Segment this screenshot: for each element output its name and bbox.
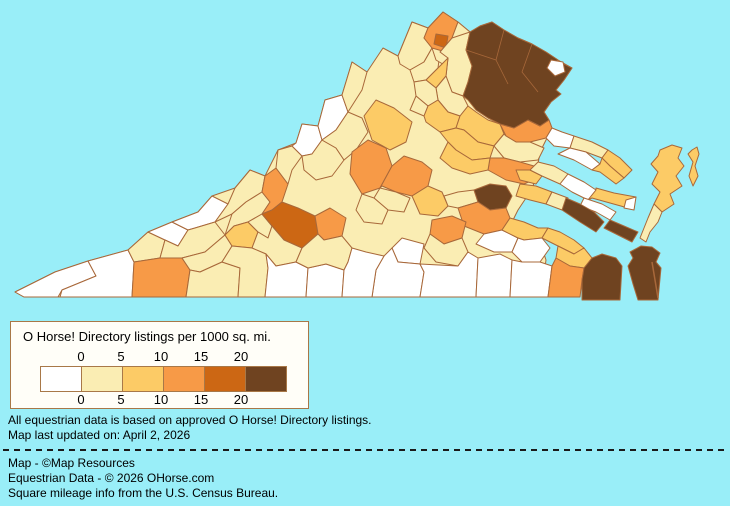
rockingham-region bbox=[363, 99, 413, 151]
legend-ticks-top: 0 5 10 15 20 bbox=[11, 349, 308, 364]
shore-sliver-region bbox=[687, 146, 700, 187]
mathews-region bbox=[623, 196, 637, 211]
bay-bridge-tunnel bbox=[651, 261, 659, 299]
dashed-divider bbox=[3, 449, 727, 451]
falls-church-region bbox=[546, 59, 566, 77]
credit-equestrian-data: Equestrian Data - © 2026 OHorse.com bbox=[8, 471, 215, 485]
legend-tick-10: 10 bbox=[153, 392, 169, 407]
note-last-updated: Map last updated on: April 2, 2026 bbox=[8, 428, 191, 442]
legend-tick-5: 5 bbox=[117, 392, 125, 407]
credit-square-mileage: Square mileage info from the U.S. Census… bbox=[8, 486, 279, 500]
northampton-region bbox=[639, 203, 663, 243]
nova-inner-border-3 bbox=[521, 43, 539, 93]
legend-ticks-bottom: 0 5 10 15 20 bbox=[11, 392, 308, 407]
northern-virginia-region bbox=[462, 21, 573, 129]
legend-swatch-level-1 bbox=[81, 366, 123, 392]
legend-color-ramp bbox=[40, 366, 287, 392]
legend-tick-15: 15 bbox=[193, 392, 209, 407]
credit-map: Map - ©Map Resources bbox=[8, 456, 135, 470]
legend-tick-20: 20 bbox=[233, 349, 249, 364]
king-george-region bbox=[545, 127, 575, 149]
legend-tick-5: 5 bbox=[117, 349, 125, 364]
goochland-region bbox=[439, 141, 491, 175]
nova-inner-border-2 bbox=[465, 49, 497, 61]
note-data-source: All equestrian data is based on approved… bbox=[8, 413, 372, 427]
legend-tick-0: 0 bbox=[77, 349, 85, 364]
legend-swatch-level-5 bbox=[245, 366, 287, 392]
pittsylvania-region bbox=[341, 247, 385, 298]
amherst-region bbox=[355, 193, 389, 225]
hampton-region bbox=[603, 219, 639, 243]
legend-tick-10: 10 bbox=[153, 349, 169, 364]
legend-swatch-level-4 bbox=[204, 366, 246, 392]
henry-region bbox=[305, 263, 345, 298]
legend-swatch-level-3 bbox=[163, 366, 205, 392]
chesapeake-region bbox=[581, 253, 623, 301]
southampton-region bbox=[509, 259, 553, 298]
legend-swatch-level-2 bbox=[122, 366, 164, 392]
legend-title: O Horse! Directory listings per 1000 sq.… bbox=[23, 329, 271, 344]
legend-tick-20: 20 bbox=[233, 392, 249, 407]
king-william-region bbox=[515, 169, 543, 185]
highland-region bbox=[341, 61, 368, 113]
lancaster-region bbox=[591, 157, 625, 185]
washington-region bbox=[131, 257, 191, 298]
legend-tick-15: 15 bbox=[193, 349, 209, 364]
legend-tick-0: 0 bbox=[77, 392, 85, 407]
map-legend: O Horse! Directory listings per 1000 sq.… bbox=[10, 321, 309, 409]
legend-swatch-level-0 bbox=[40, 366, 82, 392]
james-city-region bbox=[561, 197, 605, 233]
accomack-region bbox=[650, 144, 685, 213]
virginia-beach-norfolk-region bbox=[627, 245, 662, 301]
brunswick-region bbox=[475, 253, 513, 298]
buckingham-region bbox=[411, 185, 449, 217]
gloucester-region bbox=[587, 187, 637, 209]
